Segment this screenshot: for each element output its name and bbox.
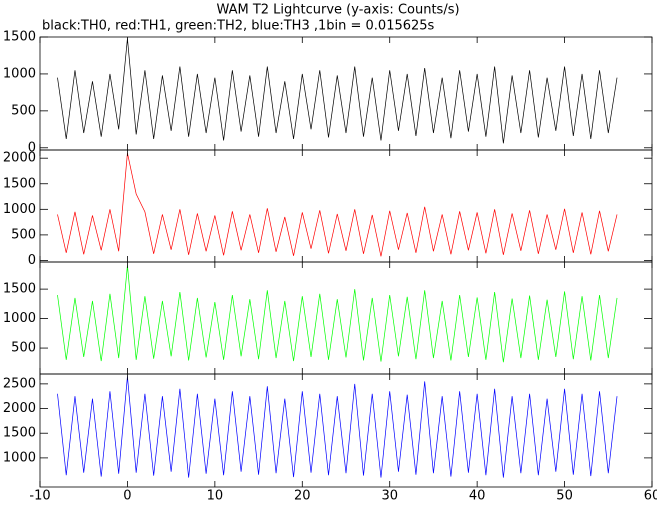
lightcurve: [57, 265, 618, 363]
y-tick-label: 1000: [3, 450, 36, 465]
panel-frame: [39, 373, 653, 488]
x-tick-label: 20: [294, 489, 311, 504]
y-tick-label: 1500: [3, 282, 36, 297]
x-tick-label: 30: [381, 489, 398, 504]
y-tick-label: 1000: [3, 66, 36, 81]
x-tick-label: 50: [556, 489, 573, 504]
lightcurve: [57, 376, 618, 478]
x-tick-label: 60: [644, 489, 657, 504]
x-tick-label: 40: [469, 489, 486, 504]
y-tick-label: 1500: [3, 426, 36, 441]
chart-title: WAM T2 Lightcurve (y-axis: Counts/s): [216, 3, 459, 18]
y-tick-label: 500: [11, 341, 36, 356]
y-tick-label: 0: [28, 140, 36, 155]
x-tick-label: 10: [207, 489, 224, 504]
y-tick-label: 500: [11, 103, 36, 118]
x-tick-label: 0: [123, 489, 131, 504]
lightcurve: [57, 152, 618, 257]
y-tick-label: 2000: [3, 401, 36, 416]
y-tick-label: 1500: [3, 30, 36, 45]
y-tick-label: 2000: [3, 151, 36, 166]
chart-subtitle: black:TH0, red:TH1, green:TH2, blue:TH3 …: [42, 19, 435, 34]
y-tick-label: 1500: [3, 176, 36, 191]
lightcurve: [57, 38, 618, 144]
y-tick-label: 0: [28, 253, 36, 268]
x-tick-label: -10: [29, 489, 50, 504]
y-tick-label: 500: [11, 227, 36, 242]
y-tick-label: 1000: [3, 202, 36, 217]
y-tick-label: 1000: [3, 311, 36, 326]
panel-frame: [39, 149, 653, 263]
y-tick-label: 2500: [3, 376, 36, 391]
